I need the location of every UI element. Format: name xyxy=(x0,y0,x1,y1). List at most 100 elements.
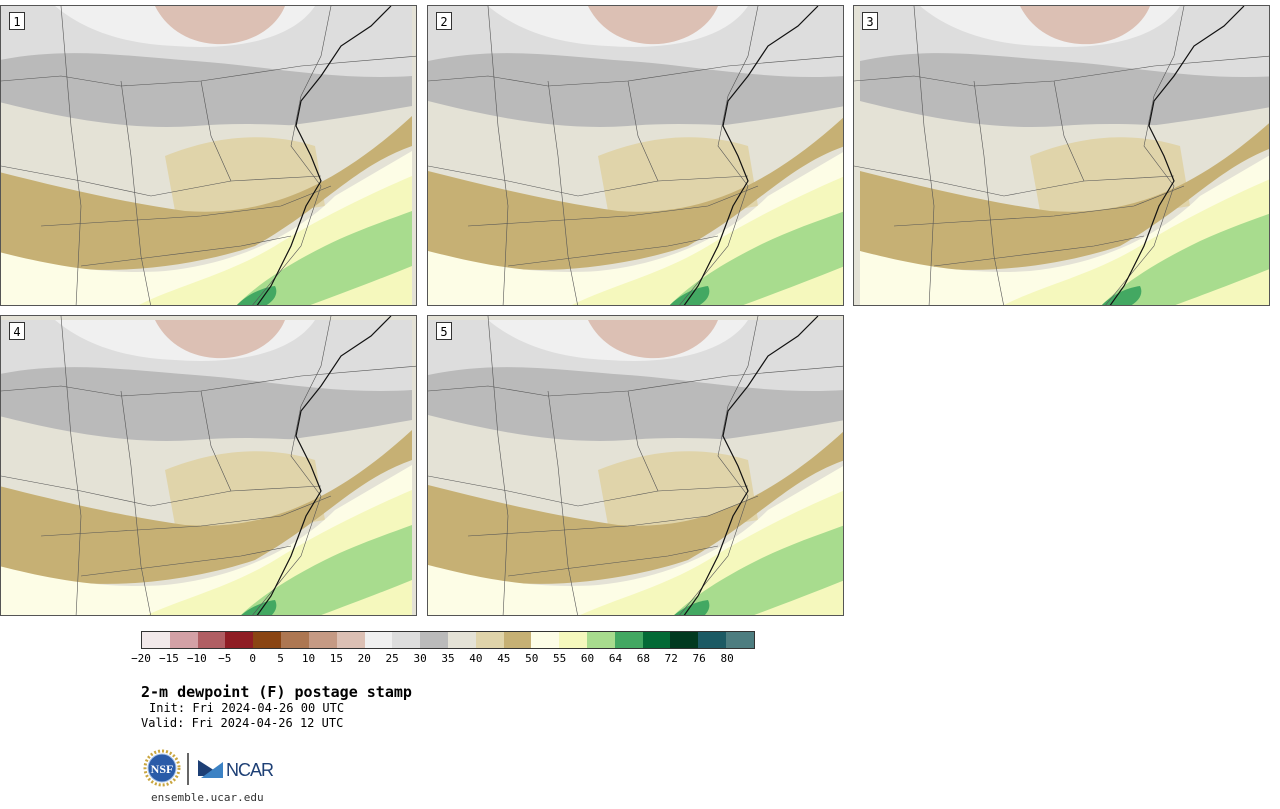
colorbar xyxy=(141,631,755,649)
colorbar-tick-label: 60 xyxy=(580,652,595,665)
coastline xyxy=(683,6,819,305)
dewpoint-contour-band xyxy=(598,451,758,531)
init-time: Init: Fri 2024-04-26 00 UTC xyxy=(149,701,345,715)
state-border xyxy=(120,390,151,615)
logos: NSF xyxy=(143,749,223,787)
dewpoint-contour-band xyxy=(860,123,1269,270)
svg-text:NSF: NSF xyxy=(151,762,174,776)
colorbar-tick-label: 10 xyxy=(301,652,316,665)
state-border xyxy=(1053,80,1085,182)
map-panel-1: 1 xyxy=(0,5,417,306)
map-panel-4: 4 xyxy=(0,315,417,616)
colorbar-tick-label: −20 xyxy=(131,652,151,665)
state-border xyxy=(60,6,82,305)
state-border xyxy=(428,55,843,87)
state-border xyxy=(200,390,232,492)
colorbar-tick-label: −5 xyxy=(218,652,232,665)
coastline xyxy=(256,316,392,615)
map-panel-3: 3 xyxy=(853,5,1270,306)
colorbar-tick-label: 55 xyxy=(553,652,567,665)
dewpoint-contour-band xyxy=(165,451,325,531)
state-border xyxy=(80,235,292,267)
state-border xyxy=(679,316,759,615)
state-border xyxy=(252,316,332,615)
colorbar-swatch xyxy=(587,632,615,648)
state-border xyxy=(200,80,232,182)
state-border xyxy=(933,235,1145,267)
colorbar-swatch xyxy=(503,632,532,648)
colorbar-tick-label: 64 xyxy=(608,652,623,665)
colorbar-swatch xyxy=(726,632,754,648)
colorbar-tick-label: 5 xyxy=(277,652,284,665)
dewpoint-contour-band xyxy=(165,137,325,217)
colorbar-tick-label: 25 xyxy=(385,652,399,665)
state-border xyxy=(487,6,509,305)
dewpoint-contour-band xyxy=(1030,137,1190,217)
dewpoint-contour-band xyxy=(588,6,718,45)
panel-number: 5 xyxy=(436,322,452,340)
dewpoint-contour-band xyxy=(155,6,285,45)
dewpoint-contour-band xyxy=(669,211,843,305)
colorbar-swatch xyxy=(614,632,643,648)
state-border xyxy=(507,235,719,267)
dewpoint-contour-band xyxy=(1101,286,1142,305)
colorbar-swatch xyxy=(142,632,170,648)
nsf-logo-icon: NSF xyxy=(143,749,181,787)
ncar-logo-icon xyxy=(198,760,223,778)
colorbar-swatch xyxy=(197,632,226,648)
colorbar-swatch xyxy=(698,632,727,648)
colorbar-swatch xyxy=(559,632,587,648)
colorbar-tick-label: 45 xyxy=(497,652,511,665)
dewpoint-contour-band xyxy=(669,286,710,305)
state-border xyxy=(60,316,82,615)
panel-number: 1 xyxy=(9,12,25,30)
state-border xyxy=(507,545,719,577)
state-border xyxy=(1,365,416,397)
colorbar-swatch xyxy=(169,632,198,648)
state-border xyxy=(854,55,1269,87)
colorbar-swatch xyxy=(308,632,337,648)
colorbar-ticks: −20 −15 −10 −5 0 5 10 15 20 25 30 35 40 45 50 55 60 64 68 7… xyxy=(131,652,755,668)
colorbar-tick-label: 0 xyxy=(249,652,256,665)
colorbar-tick-label: −15 xyxy=(158,652,179,665)
state-border xyxy=(40,495,332,537)
dewpoint-contour-band xyxy=(1,116,412,270)
colorbar-swatch xyxy=(420,632,448,648)
map-panel-5: 5 xyxy=(427,315,844,616)
state-border xyxy=(1,55,416,87)
colorbar-swatch xyxy=(670,632,699,648)
state-border xyxy=(854,165,1175,197)
state-border xyxy=(679,6,759,305)
colorbar-swatch xyxy=(281,632,309,648)
dewpoint-contour-band xyxy=(241,525,412,615)
dewpoint-contour-band xyxy=(674,525,843,615)
state-border xyxy=(428,365,843,397)
site-url: ensemble.ucar.edu xyxy=(151,791,264,804)
state-border xyxy=(973,80,1004,305)
colorbar-swatch xyxy=(253,632,282,648)
dewpoint-contour-band xyxy=(428,117,843,270)
state-border xyxy=(627,80,659,182)
state-border xyxy=(428,165,749,197)
colorbar-swatch xyxy=(225,632,254,648)
state-border xyxy=(547,80,578,305)
colorbar-tick-label: 76 xyxy=(692,652,706,665)
colorbar-swatch xyxy=(475,632,504,648)
panel-number: 3 xyxy=(862,12,878,30)
coastline xyxy=(256,6,392,305)
state-border xyxy=(467,185,759,227)
state-border xyxy=(467,495,759,537)
dewpoint-contour-band xyxy=(1020,6,1150,45)
state-border xyxy=(1105,6,1185,305)
map-panel-2: 2 xyxy=(427,5,844,306)
colorbar-tick-label: 68 xyxy=(636,652,650,665)
panel-number: 4 xyxy=(9,322,25,340)
colorbar-swatch xyxy=(642,632,671,648)
state-border xyxy=(893,185,1185,227)
ncar-wordmark: NCAR xyxy=(226,760,274,780)
panel-number: 2 xyxy=(436,12,452,30)
state-border xyxy=(428,475,749,507)
state-border xyxy=(547,390,578,615)
dewpoint-contour-band xyxy=(598,137,758,217)
dewpoint-contour-band xyxy=(428,431,843,584)
